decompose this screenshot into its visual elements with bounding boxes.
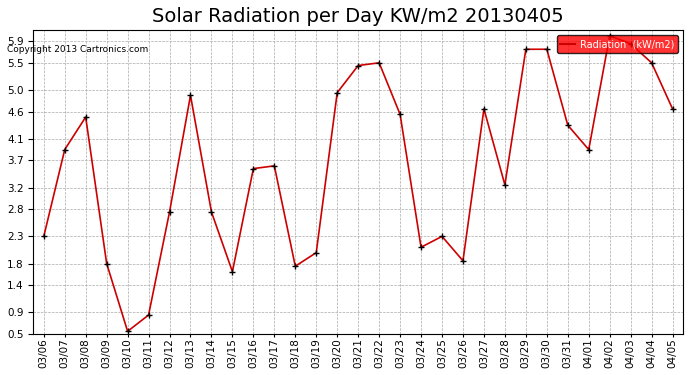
Text: Copyright 2013 Cartronics.com: Copyright 2013 Cartronics.com bbox=[7, 45, 148, 54]
Title: Solar Radiation per Day KW/m2 20130405: Solar Radiation per Day KW/m2 20130405 bbox=[152, 7, 564, 26]
Legend: Radiation  (kW/m2): Radiation (kW/m2) bbox=[557, 35, 678, 53]
